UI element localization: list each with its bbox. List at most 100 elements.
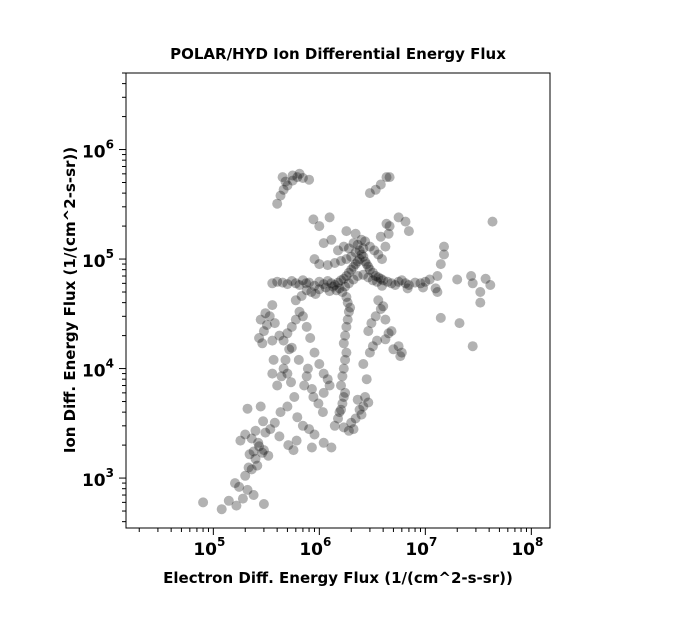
data-point (420, 276, 431, 287)
data-point (380, 314, 391, 325)
data-point (432, 287, 443, 297)
data-point (254, 441, 265, 452)
data-point (269, 318, 280, 329)
data-point (338, 422, 349, 433)
data-point (282, 328, 293, 339)
data-point (350, 259, 361, 270)
data-point (341, 292, 352, 302)
data-point (265, 424, 276, 435)
data-point (390, 280, 401, 290)
data-point (261, 320, 272, 330)
data-point (240, 429, 251, 440)
y-tick-label: 104 (82, 357, 114, 382)
data-point (378, 275, 389, 286)
data-point (382, 276, 393, 287)
data-point (383, 228, 394, 239)
data-point (301, 321, 312, 332)
data-point (380, 241, 391, 252)
data-point (454, 318, 465, 329)
data-point (367, 275, 378, 286)
data-point (364, 264, 375, 275)
data-point (235, 435, 246, 446)
data-point (314, 259, 325, 270)
data-point (277, 172, 288, 183)
data-point (356, 409, 367, 420)
data-point (328, 281, 339, 292)
data-point (370, 184, 381, 195)
data-point (282, 180, 293, 191)
data-point (340, 354, 351, 365)
data-point (380, 334, 391, 345)
data-point (290, 314, 301, 325)
data-point (354, 404, 365, 415)
data-point (301, 371, 312, 382)
data-point (400, 278, 411, 289)
data-point (250, 453, 261, 464)
data-point (439, 249, 449, 260)
data-point (363, 326, 374, 337)
data-point (267, 368, 278, 379)
data-point (452, 274, 463, 285)
data-point (348, 261, 359, 272)
x-tick-label: 105 (193, 535, 225, 560)
data-point (439, 241, 449, 252)
data-point (288, 445, 299, 456)
data-point (304, 174, 315, 185)
data-point (318, 437, 329, 448)
data-point (322, 276, 333, 286)
data-point (254, 333, 265, 343)
data-point (372, 335, 382, 346)
data-point (375, 179, 386, 190)
data-point (299, 380, 310, 391)
data-point (364, 188, 375, 199)
data-point (388, 344, 399, 355)
data-point (297, 420, 308, 431)
data-point (310, 289, 321, 299)
data-point (320, 282, 331, 293)
data-point (393, 212, 404, 223)
data-point (246, 433, 257, 444)
data-point (337, 398, 348, 409)
data-point (364, 241, 375, 252)
data-point (377, 280, 387, 291)
data-point (286, 276, 297, 286)
data-point (305, 333, 316, 343)
data-point (290, 295, 301, 306)
data-point (216, 504, 227, 515)
data-point (338, 338, 349, 349)
data-point (345, 302, 356, 313)
data-point (309, 280, 320, 291)
data-point (286, 377, 296, 388)
data-point (255, 401, 266, 412)
data-point (304, 424, 315, 435)
data-point (343, 267, 354, 278)
data-point (306, 287, 317, 297)
data-point (260, 308, 271, 319)
data-point (334, 283, 345, 294)
data-point (381, 218, 392, 229)
data-point (338, 363, 349, 374)
data-point (275, 407, 286, 418)
data-point (358, 243, 369, 254)
data-point (336, 275, 346, 286)
data-point (324, 212, 335, 223)
data-point (294, 280, 305, 290)
data-point (198, 497, 209, 508)
data-point (274, 431, 285, 442)
data-point (340, 330, 351, 341)
data-point (350, 413, 361, 424)
data-point (282, 279, 293, 290)
data-point (384, 172, 395, 183)
data-point (314, 284, 325, 295)
data-point (348, 274, 359, 285)
data-point (336, 404, 346, 415)
data-point (415, 278, 426, 289)
data-point (372, 276, 382, 287)
y-tick-label: 106 (82, 138, 114, 163)
data-point (308, 214, 319, 225)
data-point (304, 277, 315, 288)
data-point (348, 424, 359, 435)
data-point (367, 341, 378, 352)
data-point (354, 245, 365, 256)
